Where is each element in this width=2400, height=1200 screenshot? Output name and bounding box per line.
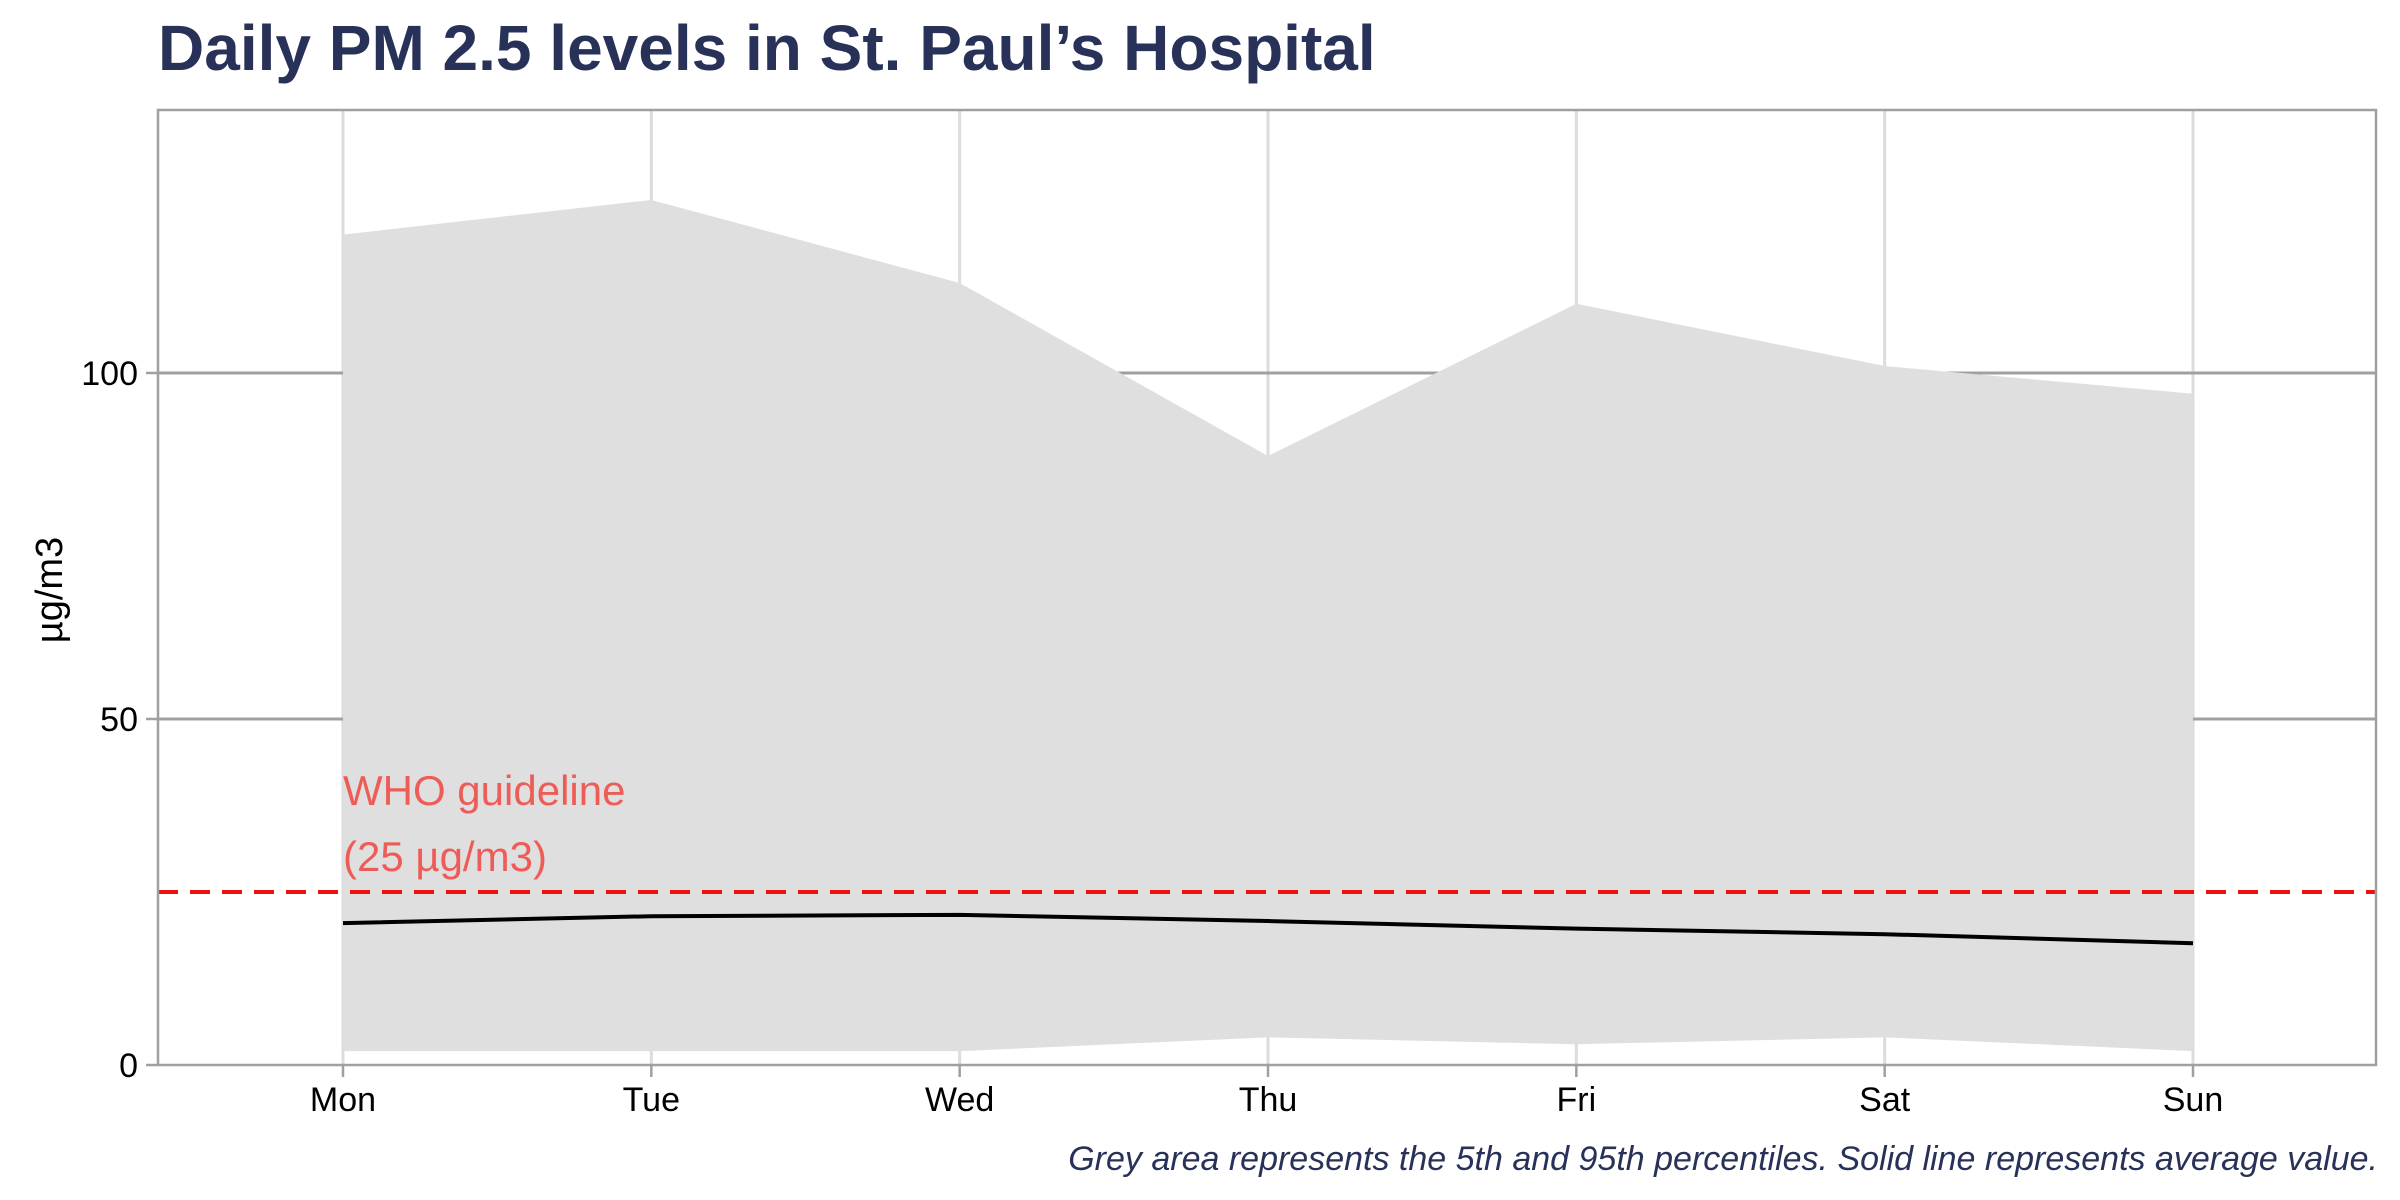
x-tick-label-fri: Fri [1557, 1081, 1597, 1119]
average-line-layer [342, 912, 2194, 946]
y-axis-title: µg/m3 [29, 537, 71, 643]
x-tick-label-sun: Sun [2163, 1081, 2224, 1119]
percentile-area [343, 199, 2193, 1052]
axis-layer: Mon Tue Wed Thu Fri Sat Sun 0 50 100 [81, 355, 2223, 1119]
x-tick-label-sat: Sat [1859, 1081, 1911, 1119]
x-tick-label-tue: Tue [623, 1081, 680, 1119]
chart-title: Daily PM 2.5 levels in St. Paul’s Hospit… [158, 12, 1376, 84]
percentile-area-layer [343, 199, 2193, 1052]
x-tick-label-wed: Wed [925, 1081, 994, 1119]
y-tick-label-100: 100 [81, 355, 138, 393]
who-guideline-label: WHO guideline [343, 767, 625, 814]
who-guideline-value-label: (25 µg/m3) [343, 833, 547, 880]
y-tick-label-0: 0 [119, 1047, 138, 1085]
average-line [342, 912, 2194, 946]
chart-caption: Grey area represents the 5th and 95th pe… [1068, 1140, 2378, 1178]
x-tick-label-thu: Thu [1239, 1081, 1298, 1119]
x-tick-label-mon: Mon [310, 1081, 376, 1119]
y-tick-label-50: 50 [100, 701, 138, 739]
